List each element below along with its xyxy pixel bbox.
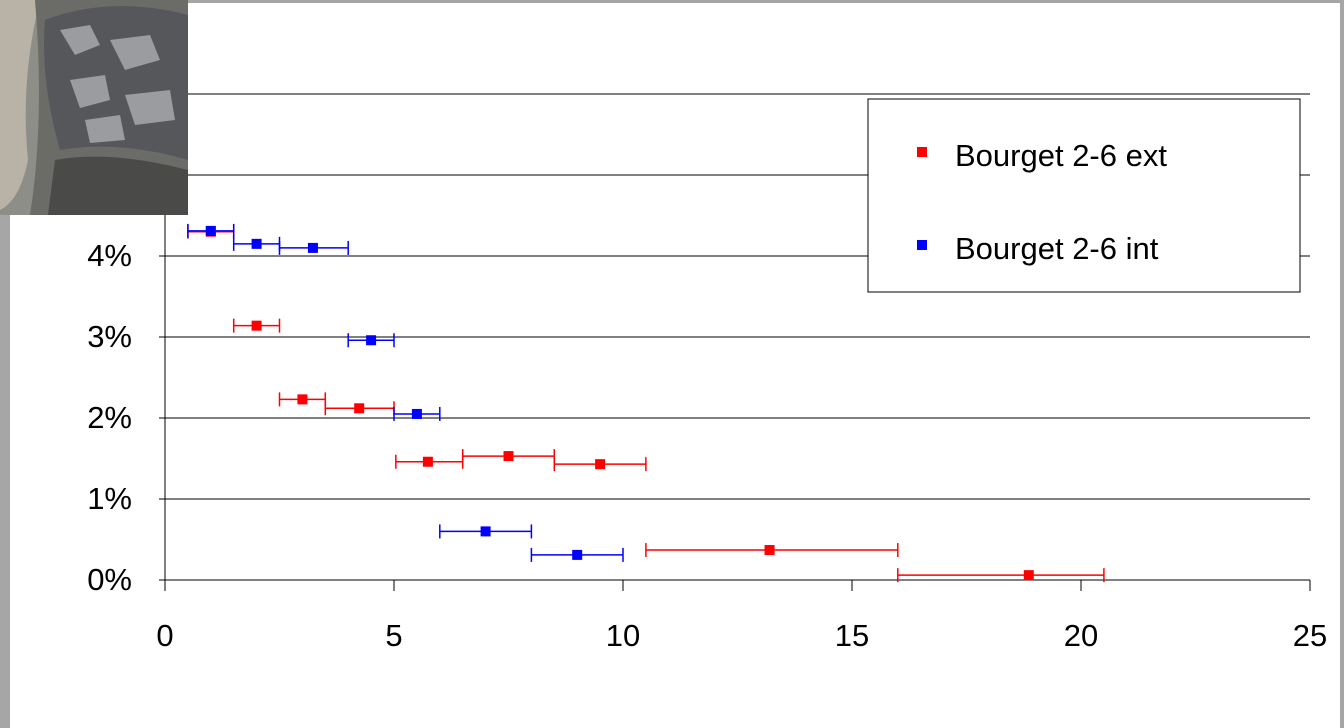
point — [765, 545, 775, 555]
legend-marker — [917, 147, 927, 157]
x-tick-label: 25 — [1293, 618, 1327, 653]
x-tick-label: 15 — [835, 618, 869, 653]
legend-marker — [917, 240, 927, 250]
point — [504, 451, 514, 461]
point — [354, 403, 364, 413]
top-edge — [0, 0, 1344, 3]
x-tick-label: 10 — [606, 618, 640, 653]
point — [297, 394, 307, 404]
x-tick-label: 20 — [1064, 618, 1098, 653]
point — [595, 459, 605, 469]
legend-label: Bourget 2-6 int — [955, 231, 1159, 266]
point — [366, 335, 376, 345]
y-tick-label: 4% — [87, 238, 132, 273]
y-tick-label: 1% — [87, 481, 132, 516]
point — [412, 409, 422, 419]
y-tick-label: 2% — [87, 400, 132, 435]
chart: 0%1%2%3%4%5%6%0510152025 Bourget 2-6 ext… — [0, 0, 1344, 728]
point — [206, 226, 216, 236]
x-tick-label: 5 — [385, 618, 402, 653]
legend: Bourget 2-6 ext Bourget 2-6 int — [868, 99, 1300, 292]
photo — [0, 0, 188, 215]
y-tick-label: 3% — [87, 319, 132, 354]
legend-label: Bourget 2-6 ext — [955, 138, 1167, 173]
y-tick-label: 0% — [87, 562, 132, 597]
point — [481, 526, 491, 536]
point — [252, 239, 262, 249]
page: {"chart_data": {"type": "scatter", "xlim… — [0, 0, 1344, 728]
right-edge — [1340, 0, 1344, 728]
point — [423, 457, 433, 467]
point — [308, 243, 318, 253]
point — [1024, 570, 1034, 580]
x-tick-label: 0 — [156, 618, 173, 653]
point — [572, 550, 582, 560]
point — [252, 321, 262, 331]
